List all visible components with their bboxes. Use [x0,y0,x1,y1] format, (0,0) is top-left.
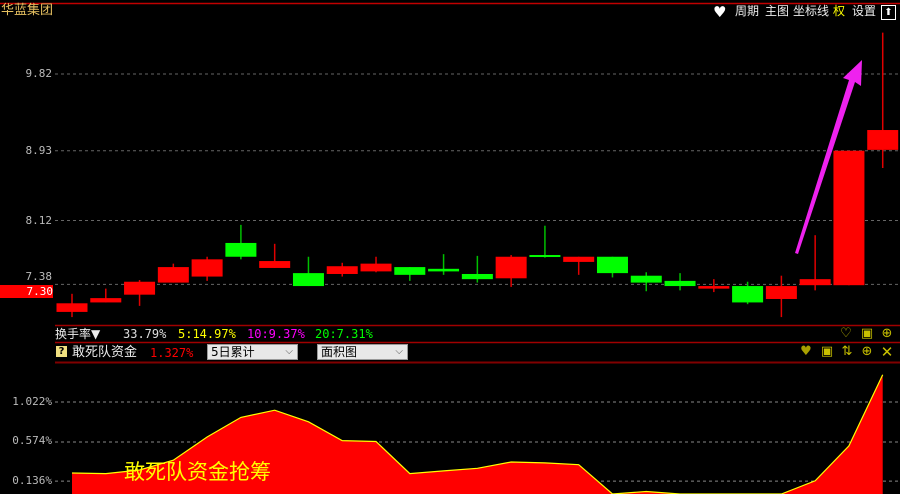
settings-button[interactable]: 设置 [852,4,877,18]
candle-body [698,286,730,289]
panel-dividers [0,2,900,364]
arrow-annotation [795,60,862,254]
candle-body [90,298,122,303]
candle-body [563,256,595,262]
rights-button[interactable]: 权 [833,4,846,18]
window-icon[interactable]: ▣ [860,326,874,341]
annotation-text: 敢死队资金抢筹 [124,460,271,484]
help-icon[interactable]: ? [56,346,67,357]
candlesticks [0,32,899,318]
candle-body [191,259,223,277]
turnover-value: 33.79% [123,327,167,341]
price-tick: 8.93 [25,144,53,157]
turnover-ma5: 5:14.97% [178,327,236,341]
candle-body [867,130,899,150]
indicator-area [71,374,884,494]
indicator-name: 敢死队资金 [72,345,138,360]
price-tick: 9.82 [25,67,53,80]
candle-body [833,150,865,286]
favorite-filled-icon[interactable]: ♥ [800,344,812,359]
period-select[interactable]: 5日累计 ⌵ [207,344,298,360]
candle-body [495,256,527,279]
indicator-value: 1.327% [150,346,194,360]
chevron-down-icon: ⌵ [395,346,403,357]
candle-body [664,280,696,287]
candle-body [765,286,797,299]
turnover-ma10: 10:9.37% [247,327,305,341]
chart-style-select-value: 面积图 [321,345,358,359]
chevron-down-icon: ⌵ [285,346,293,357]
chart-style-select[interactable]: 面积图 ⌵ [317,344,408,360]
candle-body [529,255,561,258]
candle-body [326,266,358,274]
turnover-ma20: 20:7.31% [315,327,373,341]
candle-body [630,275,662,283]
swap-arrows-icon[interactable]: ⇅ [841,344,853,359]
candle-body [461,273,493,280]
period-select-value: 5日累计 [211,345,255,359]
zoom-icon[interactable]: ⊕ [881,326,893,341]
crosshair-button[interactable]: 坐标线 [793,4,830,18]
candle-body [157,267,189,283]
candle-body [259,261,291,268]
candle-body [225,242,257,257]
current-price-label: 7.30 [0,285,53,298]
period-button[interactable]: 周期 [735,4,760,18]
candle-body [124,281,156,295]
price-tick: 8.12 [25,214,53,227]
zoom-icon[interactable]: ⊕ [861,344,873,359]
stock-name: 华蓝集团 [1,3,54,18]
candle-body [292,273,324,287]
indicator-tick: 1.022% [12,395,52,408]
indicator-area-fill [72,374,883,494]
candle-body [732,286,764,303]
indicator-tick: 0.136% [12,474,52,487]
candle-body [394,267,426,275]
candle-body [799,279,831,286]
main-chart-button[interactable]: 主图 [765,4,790,18]
turnover-indicator-select[interactable]: 换手率▼ [55,327,101,341]
indicator-area-line [71,374,884,494]
indicator-tick: 0.574% [12,434,52,447]
candle-body [360,263,392,272]
candle-body [56,303,88,312]
favorite-outline-icon[interactable]: ♡ [840,326,852,341]
heart-icon[interactable]: ♥ [713,3,727,21]
price-tick: 7.38 [25,270,53,283]
candle-body [428,268,460,272]
candle-body [596,256,628,274]
window-icon[interactable]: ▣ [820,344,834,359]
close-icon[interactable]: ✕ [880,343,894,361]
expand-up-icon[interactable]: ⬆ [881,5,896,20]
